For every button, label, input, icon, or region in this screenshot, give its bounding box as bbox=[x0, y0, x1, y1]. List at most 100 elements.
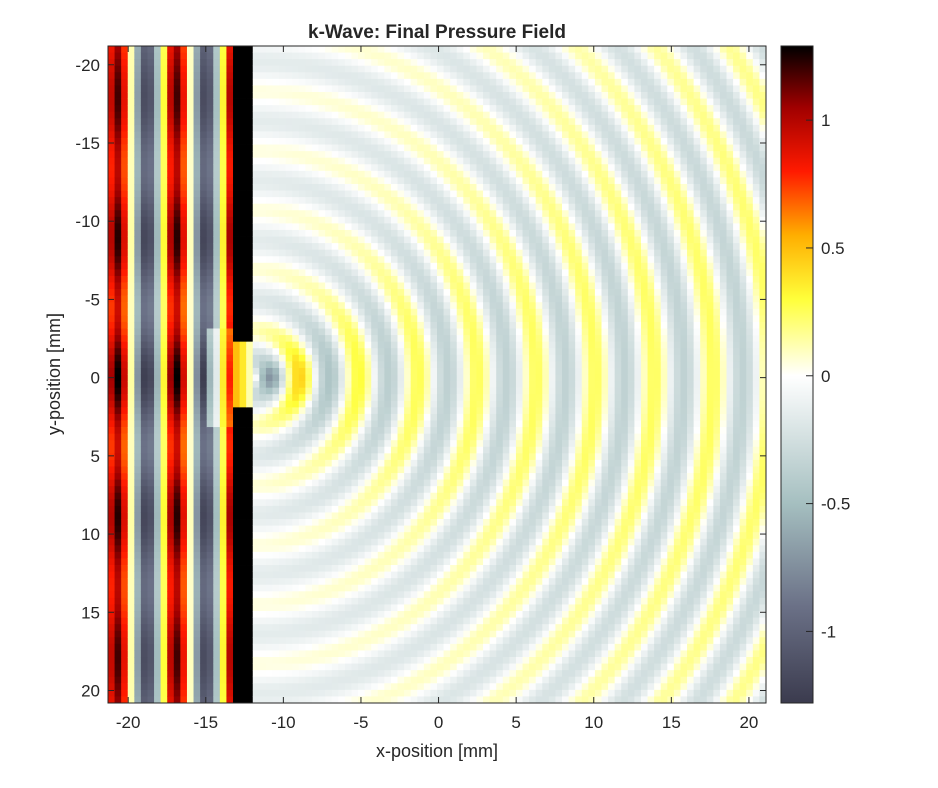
heatmap-cell bbox=[298, 105, 306, 113]
heatmap-cell bbox=[272, 98, 280, 106]
heatmap-cell bbox=[371, 381, 379, 389]
heatmap-cell bbox=[259, 341, 267, 349]
heatmap-cell bbox=[410, 650, 418, 658]
heatmap-cell bbox=[246, 85, 254, 93]
heatmap-cell bbox=[311, 617, 319, 625]
heatmap-cell bbox=[430, 459, 438, 467]
heatmap-cell bbox=[180, 335, 188, 343]
heatmap-cell bbox=[325, 505, 333, 513]
heatmap-cell bbox=[160, 262, 168, 270]
heatmap-cell bbox=[358, 335, 366, 343]
heatmap-cell bbox=[325, 499, 333, 507]
heatmap-cell bbox=[140, 407, 148, 415]
heatmap-cell bbox=[180, 676, 188, 684]
heatmap-cell bbox=[318, 440, 326, 448]
heatmap-cell bbox=[364, 308, 372, 316]
heatmap-cell bbox=[331, 571, 339, 579]
heatmap-cell bbox=[147, 571, 155, 579]
heatmap-cell bbox=[180, 203, 188, 211]
heatmap-cell bbox=[338, 105, 346, 113]
heatmap-cell bbox=[364, 453, 372, 461]
heatmap-cell bbox=[358, 650, 366, 658]
heatmap-cell bbox=[114, 446, 122, 454]
heatmap-cell bbox=[311, 177, 319, 185]
heatmap-cell bbox=[265, 229, 273, 237]
heatmap-cell bbox=[121, 643, 129, 651]
heatmap-cell bbox=[430, 551, 438, 559]
heatmap-cell bbox=[331, 512, 339, 520]
heatmap-cell bbox=[417, 440, 425, 448]
heatmap-cell bbox=[318, 571, 326, 579]
heatmap-cell bbox=[167, 85, 175, 93]
heatmap-cell bbox=[213, 190, 221, 198]
heatmap-cell bbox=[127, 683, 135, 691]
heatmap-cell bbox=[213, 236, 221, 244]
heatmap-cell bbox=[127, 571, 135, 579]
heatmap-cell bbox=[160, 52, 168, 60]
heatmap-cell bbox=[239, 98, 247, 106]
heatmap-cell bbox=[397, 65, 405, 73]
heatmap-cell bbox=[344, 52, 352, 60]
heatmap-cell bbox=[206, 367, 214, 375]
heatmap-cell bbox=[246, 190, 254, 198]
heatmap-cell bbox=[127, 98, 135, 106]
heatmap-cell bbox=[430, 367, 438, 375]
heatmap-cell bbox=[325, 210, 333, 218]
heatmap-cell bbox=[226, 578, 234, 586]
heatmap-cell bbox=[358, 545, 366, 553]
heatmap-cell bbox=[121, 381, 129, 389]
heatmap-cell bbox=[285, 354, 293, 362]
heatmap-cell bbox=[154, 164, 162, 172]
heatmap-cell bbox=[108, 433, 115, 441]
heatmap-cell bbox=[246, 492, 254, 500]
heatmap-cell bbox=[410, 223, 418, 231]
heatmap-cell bbox=[180, 183, 188, 191]
heatmap-cell bbox=[200, 361, 208, 369]
heatmap-cell bbox=[180, 492, 188, 500]
heatmap-cell bbox=[417, 630, 425, 638]
heatmap-cell bbox=[114, 565, 122, 572]
heatmap-cell bbox=[331, 551, 339, 559]
heatmap-cell bbox=[331, 670, 339, 678]
heatmap-cell bbox=[318, 597, 326, 605]
heatmap-cell bbox=[390, 446, 398, 454]
heatmap-cell bbox=[246, 203, 254, 211]
heatmap-cell bbox=[239, 558, 247, 566]
heatmap-cell bbox=[344, 374, 352, 382]
heatmap-cell bbox=[108, 315, 115, 323]
heatmap-cell bbox=[239, 341, 247, 349]
heatmap-cell bbox=[358, 243, 366, 251]
heatmap-cell bbox=[140, 486, 148, 494]
heatmap-cell bbox=[390, 328, 398, 336]
heatmap-cell bbox=[305, 624, 313, 632]
heatmap-cell bbox=[285, 657, 293, 664]
heatmap-cell bbox=[358, 657, 366, 664]
heatmap-cell bbox=[206, 144, 214, 152]
heatmap-cell bbox=[186, 657, 194, 664]
heatmap-cell bbox=[305, 420, 313, 428]
heatmap-cell bbox=[246, 315, 254, 323]
heatmap-cell bbox=[226, 190, 234, 198]
heatmap-cell bbox=[325, 453, 333, 461]
heatmap-cell bbox=[114, 72, 122, 80]
heatmap-cell bbox=[344, 591, 352, 599]
heatmap-cell bbox=[180, 374, 188, 382]
heatmap-cell bbox=[265, 584, 273, 592]
heatmap-cell bbox=[213, 558, 221, 566]
heatmap-cell bbox=[404, 407, 412, 415]
heatmap-cell bbox=[233, 328, 240, 336]
heatmap-cell bbox=[213, 696, 221, 704]
heatmap-cell bbox=[213, 210, 221, 218]
heatmap-cell bbox=[417, 683, 425, 691]
heatmap-cell bbox=[371, 670, 379, 678]
heatmap-cell bbox=[298, 689, 306, 697]
heatmap-cell bbox=[272, 604, 280, 612]
heatmap-cell bbox=[358, 381, 366, 389]
heatmap-cell bbox=[226, 394, 234, 402]
heatmap-cell bbox=[252, 525, 260, 533]
heatmap-cell bbox=[147, 65, 155, 73]
heatmap-cell bbox=[121, 197, 129, 205]
heatmap-cell bbox=[140, 637, 148, 645]
heatmap-cell bbox=[246, 643, 254, 651]
heatmap-cell bbox=[377, 440, 385, 448]
